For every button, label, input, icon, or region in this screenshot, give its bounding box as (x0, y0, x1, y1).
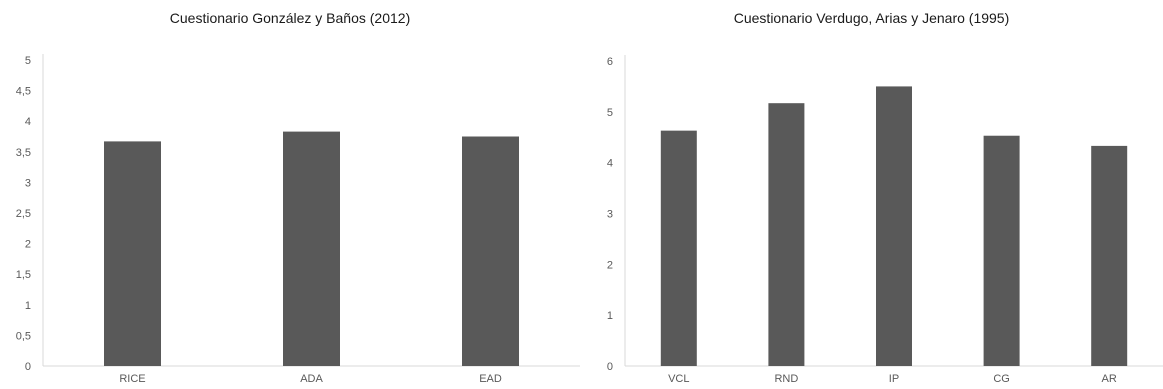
right-x-tick-label: VCL (668, 373, 689, 385)
chart-panel-right: Cuestionario Verdugo, Arias y Jenaro (19… (580, 0, 1163, 389)
right-bar-vcl (660, 130, 697, 366)
left-x-tick-label: ADA (300, 373, 323, 385)
right-y-tick-label: 2 (607, 259, 613, 271)
right-x-tick-label: AR (1102, 373, 1117, 385)
left-y-tick-label: 1 (25, 300, 31, 312)
left-bar-ead (462, 136, 519, 366)
left-y-tick-label: 1,5 (16, 269, 31, 281)
left-x-tick-label: EAD (479, 373, 502, 385)
bar-chart-right: 0 1 2 3 4 5 6 VCL RND IP CG AR (607, 55, 1163, 385)
right-y-tick-label: 0 (607, 361, 613, 373)
right-bar-ar (1091, 145, 1128, 366)
left-y-tick-label: 4 (25, 116, 31, 128)
left-y-tick-label: 0 (25, 361, 31, 373)
right-y-tick-label: 5 (607, 107, 613, 119)
left-x-tick-label: RICE (119, 373, 145, 385)
chart-panel-left: Cuestionario González y Baños (2012) 0 0,… (0, 0, 580, 389)
right-x-tick-label: CG (993, 373, 1010, 385)
left-y-tick-label: 2,5 (16, 208, 31, 220)
right-x-tick-label: IP (889, 373, 899, 385)
chart-title-right: Cuestionario Verdugo, Arias y Jenaro (19… (733, 10, 1010, 26)
left-y-tick-label: 0,5 (16, 330, 31, 342)
right-y-tick-label: 4 (607, 158, 613, 170)
left-y-tick-label: 3,5 (16, 147, 31, 159)
left-y-tick-label: 2 (25, 239, 31, 251)
left-bar-ada (283, 131, 340, 366)
right-y-tick-label: 1 (607, 310, 613, 322)
bar-chart-left: 0 0,5 1 1,5 2 2,5 3 3,5 4 4,5 5 RICE ADA EAD (16, 54, 580, 385)
right-bar-rnd (768, 103, 805, 367)
left-y-tick-label: 3 (25, 177, 31, 189)
left-bar-rice (104, 141, 161, 366)
left-y-tick-label: 5 (25, 55, 31, 67)
right-bar-cg (983, 135, 1020, 366)
chart-title-left: Cuestionario González y Baños (2012) (169, 10, 411, 26)
right-y-tick-label: 6 (607, 56, 613, 68)
left-y-tick-label: 4,5 (16, 86, 31, 98)
right-bar-ip (876, 86, 912, 367)
right-y-tick-label: 3 (607, 209, 613, 221)
right-x-tick-label: RND (774, 373, 798, 385)
